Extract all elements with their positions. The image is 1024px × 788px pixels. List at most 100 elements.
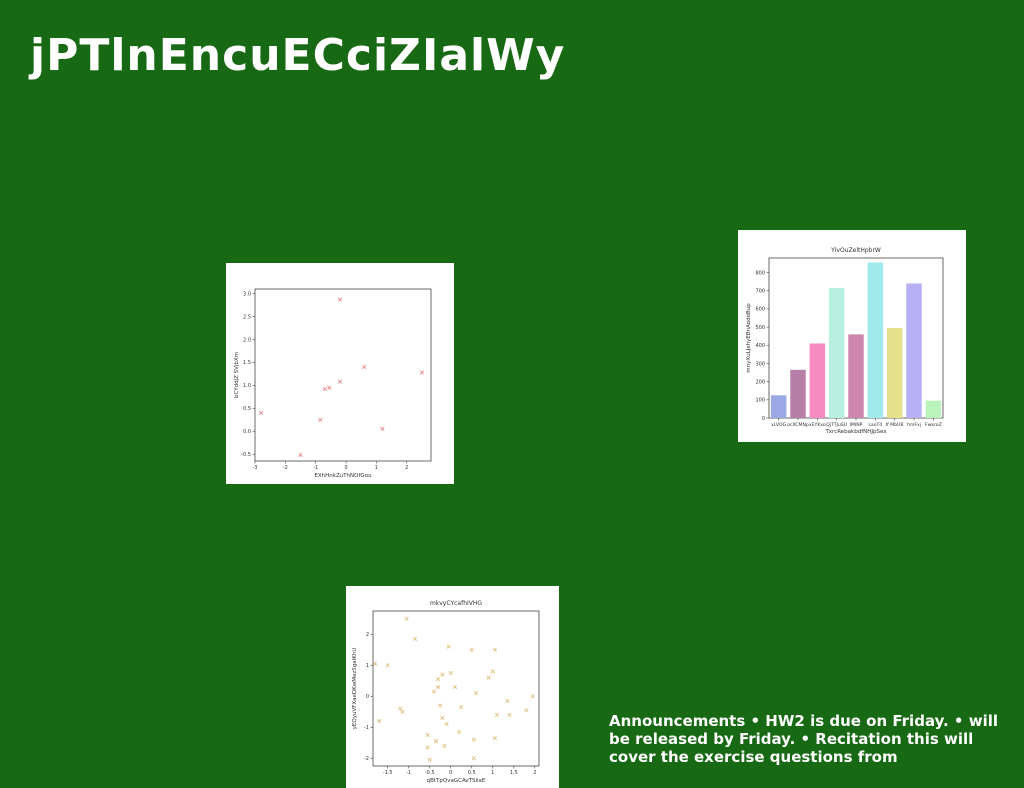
data-point: [425, 745, 430, 750]
x-tick-label: -0.5: [425, 770, 435, 776]
y-tick-label: 2.0: [243, 337, 251, 343]
x-tick-label: LaoTd: [868, 422, 882, 428]
marker-stroke: [446, 644, 451, 649]
data-point: [490, 669, 495, 674]
marker-stroke: [327, 385, 332, 390]
announcements-text: Announcements • HW2 is due on Friday. • …: [609, 712, 999, 766]
x-tick-label: -3: [253, 465, 258, 471]
marker-stroke: [318, 417, 323, 422]
chart-title: YlvOuZeltHpbrW: [830, 247, 881, 254]
marker-stroke: [372, 661, 378, 666]
x-tick-label: -1: [313, 465, 318, 471]
x-tick-label: 0: [344, 465, 347, 471]
marker-stroke: [337, 297, 343, 302]
marker-stroke: [452, 684, 458, 690]
marker-stroke: [505, 698, 510, 704]
marker-stroke: [258, 410, 264, 415]
data-point: [440, 672, 445, 677]
data-point: [419, 370, 425, 375]
scatter-chart-1-svg: -3 -2 -1 0 1 2 -0.5 0.0 0.5 1.0 1.5 2.0 2.5 3.0 EXhHnk…: [234, 288, 432, 479]
bar: [848, 334, 864, 418]
y-tick-label: 400: [755, 343, 765, 349]
plot-frame: [254, 288, 432, 462]
data-point: [400, 709, 405, 714]
x-axis-label: qBtTpQvaGCAvTSiiaE: [427, 778, 486, 784]
y-axis-label: bCYddjZ SVjbXm: [234, 352, 240, 398]
data-point: [404, 616, 409, 621]
x-tick-label: IMINP: [850, 422, 863, 428]
marker-stroke: [431, 689, 437, 694]
data-point: [322, 386, 327, 392]
x-tick-label: xEYKxo: [809, 422, 826, 428]
y-tick-label: 300: [755, 361, 765, 367]
marker-stroke: [385, 663, 390, 668]
marker-stroke: [471, 737, 476, 742]
data-point: [492, 735, 497, 741]
data-point: [380, 426, 385, 432]
marker-stroke: [412, 636, 418, 642]
data-point: [436, 677, 441, 682]
x-tick-label: 0: [449, 770, 452, 776]
marker-stroke: [436, 684, 441, 690]
bar: [906, 283, 922, 418]
bar-chart-svg: YlvOuZeltHpbrW 0 100 200 300 400 500 600 700 800 x…: [746, 247, 944, 435]
x-tick-label: If MbUB: [886, 422, 904, 428]
scatter-chart-2: mkvyCYcafhIVHG -1.5 -1 -0.5 0 0.5 1 1.5 2 -2 -1 0 1 2…: [346, 586, 559, 788]
data-point: [446, 644, 451, 649]
scatter-chart-2-svg: mkvyCYcafhIVHG -1.5 -1 -0.5 0 0.5 1 1.5 2 -2 -1 0 1 2…: [352, 600, 540, 784]
data-point: [327, 385, 332, 390]
y-tick-label: 0.5: [243, 406, 251, 412]
marker-stroke: [494, 712, 500, 717]
data-point: [459, 704, 464, 710]
data-point: [412, 636, 418, 642]
marker-stroke: [419, 370, 425, 375]
x-tick-label: -1.5: [383, 770, 393, 776]
y-tick-label: 700: [755, 289, 765, 295]
y-tick-label: 2.5: [243, 314, 251, 320]
data-point: [505, 698, 510, 704]
y-tick-label: -2: [364, 756, 369, 762]
marker-stroke: [322, 386, 327, 392]
data-point: [530, 694, 535, 699]
bar: [925, 400, 942, 418]
marker-stroke: [337, 379, 343, 384]
data-point: [494, 712, 500, 717]
data-point: [442, 743, 447, 748]
data-point: [337, 297, 343, 302]
y-axis-label: yEQyuVFXaeDKwMezSgaIKhU: [352, 648, 358, 730]
data-point: [440, 715, 445, 721]
bar: [886, 328, 903, 418]
marker-stroke: [398, 706, 403, 711]
y-tick-label: 2: [366, 632, 369, 638]
data-point: [471, 737, 476, 742]
y-tick-label: -1: [364, 725, 369, 731]
data-point: [427, 757, 432, 762]
marker-stroke: [490, 669, 495, 674]
bar: [867, 262, 884, 418]
bar-chart: YlvOuZeltHpbrW 0 100 200 300 400 500 600 700 800 x…: [738, 230, 966, 442]
marker-stroke: [380, 426, 385, 432]
data-point: [377, 718, 382, 724]
marker-stroke: [400, 709, 405, 714]
x-tick-label: FwkroZ: [925, 422, 942, 428]
data-point: [398, 706, 403, 711]
bar: [809, 343, 826, 418]
y-axis-label: mnyXuLJehyEBnAodoBup: [746, 303, 752, 373]
x-tick-label: hmFxj: [907, 422, 921, 428]
marker-stroke: [377, 718, 382, 724]
x-tick-label: 1: [491, 770, 494, 776]
y-tick-label: 600: [755, 307, 765, 313]
slide-title: jPTlnEncuECciZIalWy: [30, 30, 566, 81]
marker-stroke: [433, 739, 439, 744]
bar: [790, 369, 806, 418]
marker-stroke: [298, 452, 303, 458]
marker-stroke: [442, 743, 447, 748]
x-tick-label: -1: [406, 770, 411, 776]
marker-stroke: [459, 704, 464, 710]
marker-stroke: [404, 616, 409, 621]
y-tick-label: 1.0: [243, 383, 251, 389]
marker-stroke: [492, 647, 497, 652]
marker-stroke: [457, 729, 462, 735]
y-tick-label: 100: [755, 398, 765, 404]
x-tick-label: 1.5: [510, 770, 518, 776]
